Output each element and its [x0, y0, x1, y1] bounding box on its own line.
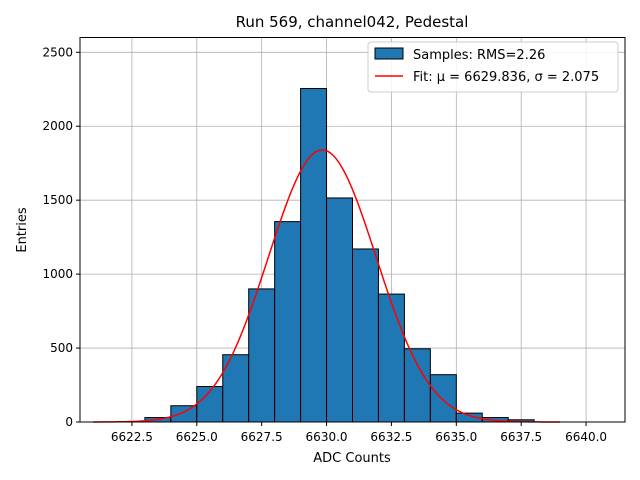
x-tick-label: 6640.0 [565, 430, 607, 444]
legend-histogram-swatch [374, 47, 404, 60]
x-tick-label: 6632.5 [370, 430, 412, 444]
legend-fit-label: Fit: μ = 6629.836, σ = 2.075 [413, 70, 599, 85]
legend-histogram-label: Samples: RMS=2.26 [413, 48, 545, 63]
gaussian-fit-curve [92, 149, 561, 423]
chart-title: Run 569, channel042, Pedestal [236, 13, 469, 31]
histogram-bars [118, 88, 535, 423]
x-tick-label: 6635.0 [435, 430, 477, 444]
histogram-bar [326, 197, 353, 423]
histogram-bar [377, 293, 405, 423]
histogram-bar [300, 88, 328, 423]
legend-box [367, 41, 619, 93]
fit-curve-layer [92, 149, 561, 423]
histogram-bar [429, 374, 457, 423]
x-tick-label: 6630.0 [306, 430, 348, 444]
y-axis-ticks: 0 500 1000 1500 2000 2500 [42, 45, 80, 429]
y-tick-label: 2500 [42, 45, 73, 59]
histogram-bar [248, 288, 276, 423]
histogram-bar [403, 348, 431, 423]
y-axis-label: Entries [15, 207, 30, 253]
histogram-bar [170, 405, 198, 423]
x-axis-label: ADC Counts [313, 451, 391, 466]
y-tick-label: 500 [50, 341, 73, 355]
histogram-bar [352, 248, 379, 423]
y-tick-label: 1000 [42, 267, 73, 281]
y-tick-label: 1500 [42, 193, 73, 207]
plot-frame [79, 37, 626, 423]
x-tick-label: 6625.0 [176, 430, 218, 444]
x-axis-ticks: 6622.5 6625.0 6627.5 6630.0 6632.5 6635.0 6637… [111, 422, 607, 444]
legend: Samples: RMS=2.26 Fit: μ = 6629.836, σ =… [367, 41, 619, 93]
x-tick-label: 6637.5 [500, 430, 542, 444]
y-tick-label: 0 [65, 415, 73, 429]
y-tick-label: 2000 [42, 119, 73, 133]
histogram-bar [274, 221, 302, 423]
x-tick-label: 6627.5 [241, 430, 283, 444]
x-tick-label: 6622.5 [111, 430, 153, 444]
